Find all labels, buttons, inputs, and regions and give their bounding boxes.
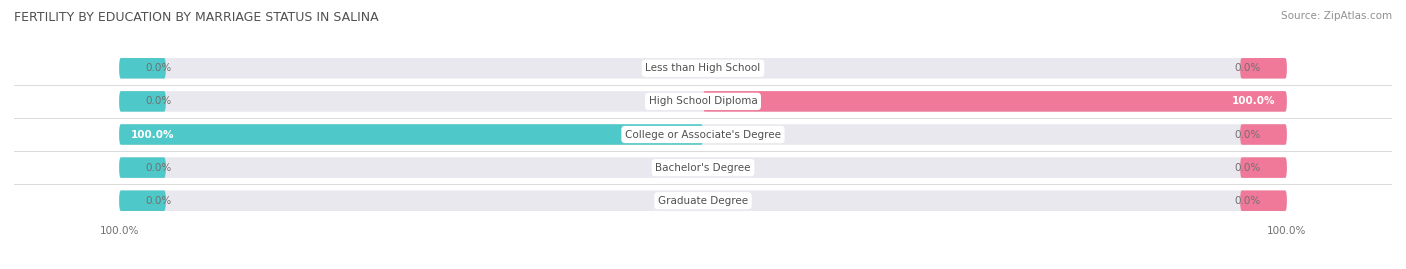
Text: 0.0%: 0.0%: [145, 96, 172, 107]
Text: 100.0%: 100.0%: [1232, 96, 1275, 107]
Text: FERTILITY BY EDUCATION BY MARRIAGE STATUS IN SALINA: FERTILITY BY EDUCATION BY MARRIAGE STATU…: [14, 11, 378, 24]
FancyBboxPatch shape: [120, 58, 1286, 79]
Text: 0.0%: 0.0%: [1234, 129, 1261, 140]
Text: 0.0%: 0.0%: [145, 196, 172, 206]
FancyBboxPatch shape: [1240, 190, 1286, 211]
FancyBboxPatch shape: [120, 157, 1286, 178]
FancyBboxPatch shape: [120, 190, 166, 211]
FancyBboxPatch shape: [1240, 157, 1286, 178]
FancyBboxPatch shape: [120, 157, 166, 178]
FancyBboxPatch shape: [1240, 58, 1286, 79]
FancyBboxPatch shape: [120, 91, 166, 112]
FancyBboxPatch shape: [120, 124, 703, 145]
Text: 0.0%: 0.0%: [145, 162, 172, 173]
Text: Source: ZipAtlas.com: Source: ZipAtlas.com: [1281, 11, 1392, 21]
FancyBboxPatch shape: [120, 124, 1286, 145]
FancyBboxPatch shape: [703, 91, 1286, 112]
Text: High School Diploma: High School Diploma: [648, 96, 758, 107]
Text: 0.0%: 0.0%: [1234, 162, 1261, 173]
FancyBboxPatch shape: [1240, 124, 1286, 145]
FancyBboxPatch shape: [120, 58, 166, 79]
Text: 0.0%: 0.0%: [145, 63, 172, 73]
Text: College or Associate's Degree: College or Associate's Degree: [626, 129, 780, 140]
Text: 0.0%: 0.0%: [1234, 196, 1261, 206]
FancyBboxPatch shape: [120, 190, 1286, 211]
FancyBboxPatch shape: [120, 91, 1286, 112]
Text: 100.0%: 100.0%: [131, 129, 174, 140]
Text: Bachelor's Degree: Bachelor's Degree: [655, 162, 751, 173]
Text: Less than High School: Less than High School: [645, 63, 761, 73]
Text: 0.0%: 0.0%: [1234, 63, 1261, 73]
Text: Graduate Degree: Graduate Degree: [658, 196, 748, 206]
